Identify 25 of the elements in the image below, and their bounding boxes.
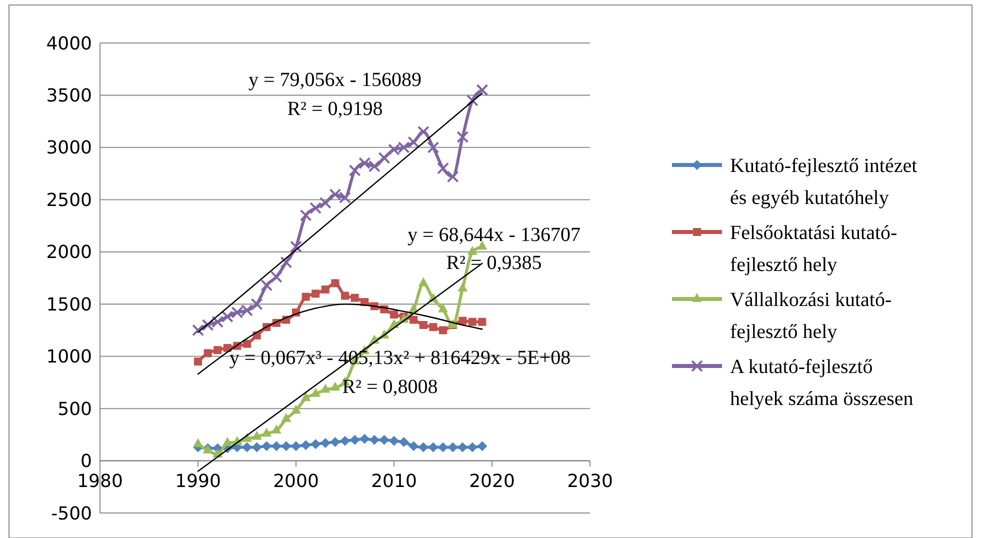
- x-tick-label: 2000: [273, 470, 319, 492]
- y-tick-label: -500: [51, 503, 92, 524]
- annotation: R² = 0,9198: [287, 98, 383, 120]
- annotation: y = 79,056x - 156089: [248, 69, 422, 91]
- legend-label: Felsőoktatási kutató-fejlesztő hely: [730, 222, 898, 276]
- legend-label: A kutató-fejlesztő helyek száma összesen: [730, 356, 914, 410]
- x-tick-label: 1990: [175, 470, 221, 492]
- y-tick-label: 3000: [46, 138, 92, 159]
- legend-label: Vállalkozási kutató-fejlesztő hely: [730, 289, 892, 343]
- y-tick-label: 2500: [46, 190, 92, 211]
- y-tick-label: 2000: [46, 242, 92, 264]
- y-tick-label: 4000: [46, 33, 92, 54]
- x-tick-label: 2020: [469, 470, 515, 492]
- y-tick-label: 1500: [46, 294, 92, 316]
- x-tick-label: 2030: [567, 470, 613, 492]
- x-tick-label: 1980: [77, 470, 123, 492]
- y-tick-label: 0: [80, 451, 92, 472]
- annotation: y = 68,644x - 136707: [408, 224, 580, 246]
- annotation: R² = 0,8008: [342, 376, 438, 398]
- legend-label: Kutató-fejlesztő intézet és egyéb kutatóhely: [730, 155, 918, 209]
- y-tick-label: 3500: [46, 86, 92, 107]
- y-tick-label: 1000: [46, 346, 92, 368]
- x-tick-label: 2010: [371, 470, 417, 492]
- y-tick-label: 500: [58, 398, 92, 420]
- annotation: R² = 0,9385: [446, 252, 542, 274]
